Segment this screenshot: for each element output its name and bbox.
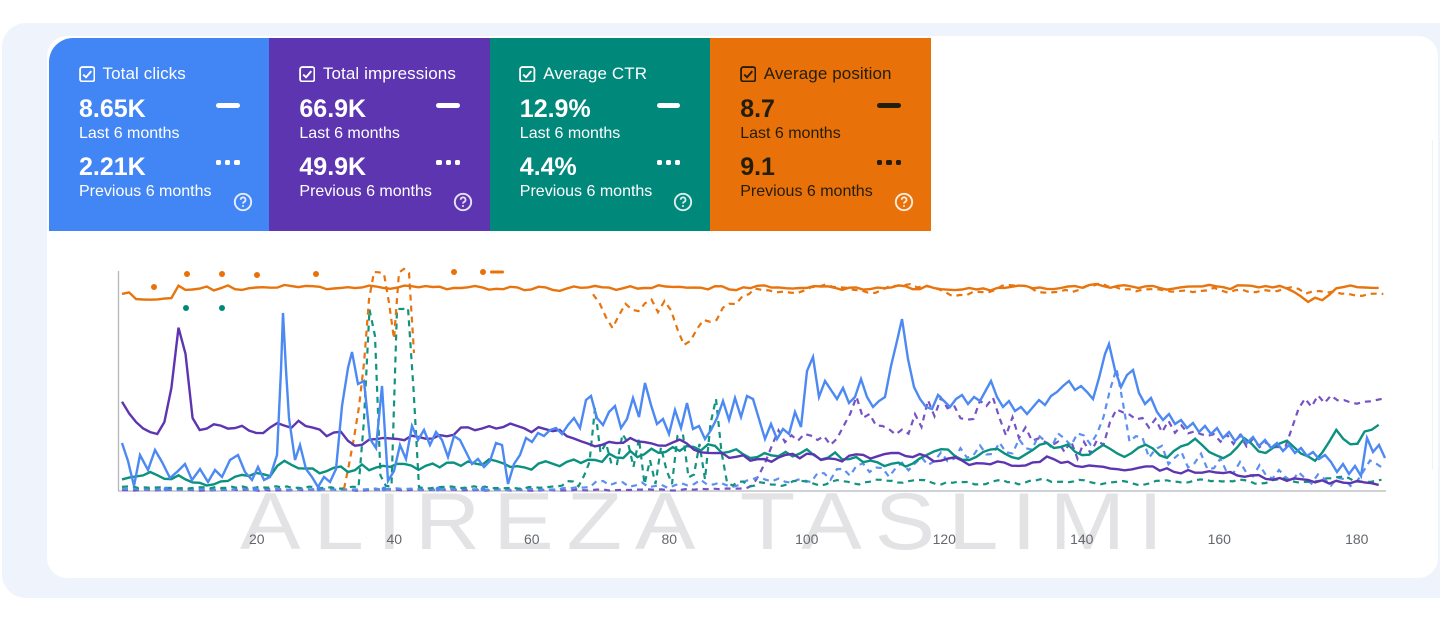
svg-text:160: 160 xyxy=(1208,531,1232,547)
svg-text:100: 100 xyxy=(795,531,819,547)
svg-text:20: 20 xyxy=(249,531,265,547)
svg-text:60: 60 xyxy=(524,531,540,547)
svg-text:140: 140 xyxy=(1070,531,1094,547)
svg-text:40: 40 xyxy=(387,531,403,547)
svg-text:80: 80 xyxy=(662,531,678,547)
svg-text:120: 120 xyxy=(933,531,957,547)
svg-text:180: 180 xyxy=(1345,531,1369,547)
